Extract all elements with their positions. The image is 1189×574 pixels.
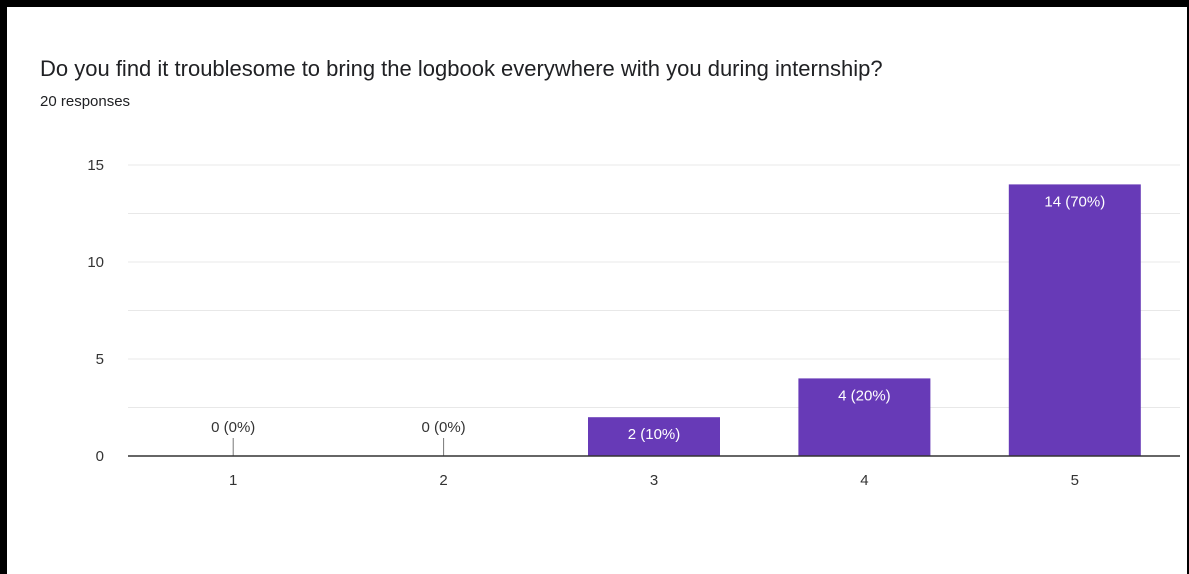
y-tick-label: 0 [96,448,104,465]
x-tick-label: 1 [229,472,237,489]
data-label: 2 (10%) [628,426,681,443]
x-tick-label: 4 [860,472,868,489]
bar [1008,184,1141,456]
y-tick-label: 15 [87,157,104,174]
bar [588,417,720,456]
data-label: 0 (0%) [422,419,466,436]
bar [798,378,931,456]
data-label: 0 (0%) [211,419,255,436]
question-title: Do you find it troublesome to bring the … [40,56,883,81]
y-tick-label: 10 [87,254,104,271]
y-tick-label: 5 [96,351,104,368]
data-label: 14 (70%) [1044,193,1105,210]
responses-count: 20 responses [40,93,131,110]
x-tick-label: 3 [650,472,658,489]
data-label: 4 (20%) [838,387,891,404]
x-tick-label: 2 [439,472,447,489]
x-tick-label: 5 [1071,472,1079,489]
